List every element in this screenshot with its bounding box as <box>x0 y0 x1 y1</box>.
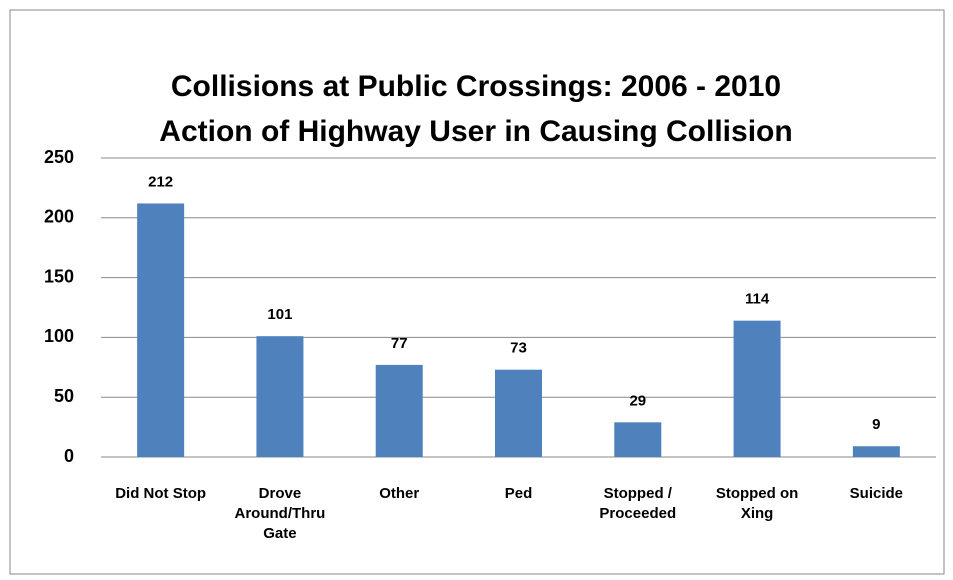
x-tick-label: Stopped on Xing <box>715 485 799 522</box>
bar <box>852 446 900 457</box>
y-tick-label: 0 <box>64 446 74 466</box>
x-tick-label: Other <box>379 485 420 502</box>
bar <box>495 369 542 457</box>
bar <box>256 336 304 457</box>
x-tick-label: Suicide <box>849 485 904 502</box>
data-label: 29 <box>629 392 646 409</box>
bar <box>375 364 423 457</box>
y-tick-label: 200 <box>44 207 74 227</box>
bar <box>614 422 662 457</box>
data-label: 73 <box>510 340 527 357</box>
y-tick-label: 250 <box>44 147 74 167</box>
y-tick-label: 100 <box>44 326 74 346</box>
chart-title: Collisions at Public Crossings: 2006 - 2… <box>171 70 781 103</box>
data-label: 77 <box>391 335 408 352</box>
y-tick-label: 50 <box>54 386 74 406</box>
data-label: 9 <box>872 416 880 433</box>
data-label: 212 <box>148 173 173 190</box>
data-label: 114 <box>745 291 770 308</box>
bar <box>733 320 781 457</box>
x-tick-label: Did Not Stop <box>115 485 207 502</box>
x-tick-label: Ped <box>504 485 533 502</box>
y-tick-label: 150 <box>44 266 74 286</box>
x-tick-label: Drove Around/Thru Gate <box>234 485 326 542</box>
data-label: 101 <box>267 306 292 323</box>
x-tick-label: Stopped / Proceeded <box>599 485 677 522</box>
chart-subtitle: Action of Highway User in Causing Collis… <box>159 115 792 148</box>
bar <box>137 203 185 457</box>
